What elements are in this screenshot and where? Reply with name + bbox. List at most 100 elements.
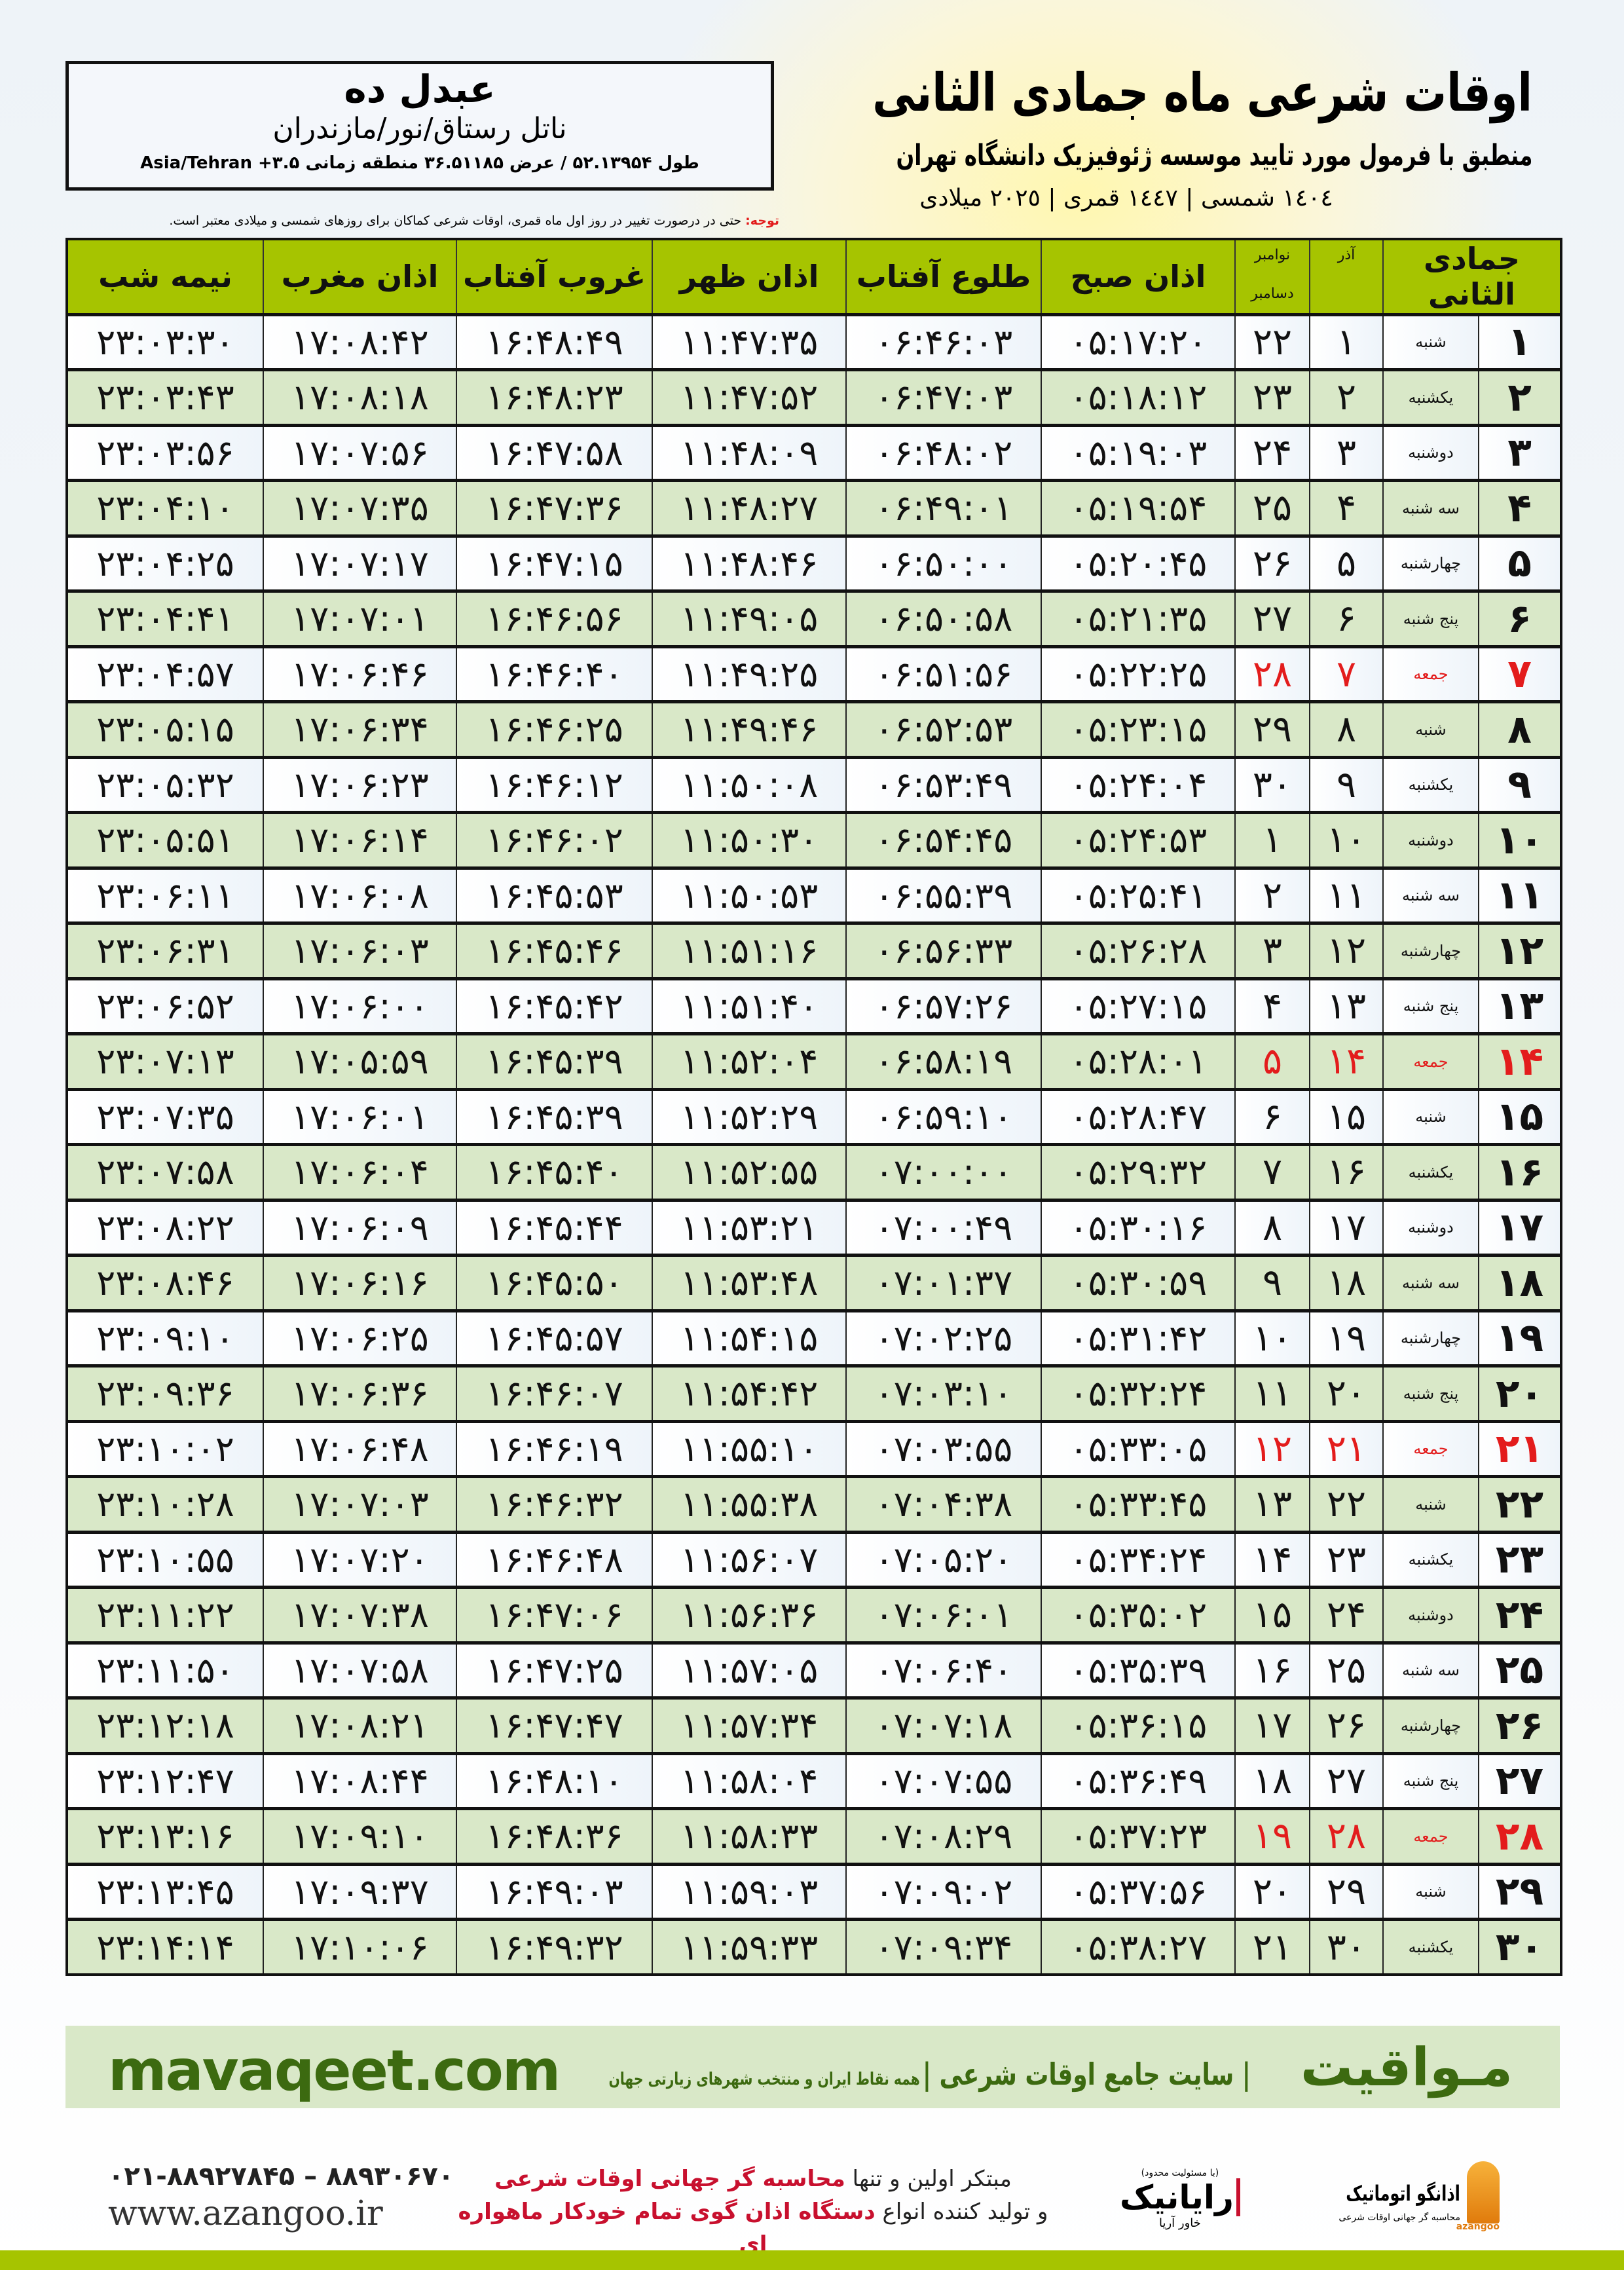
maghrib-time: ۱۷:۰۶:۲۳ xyxy=(263,755,457,813)
dhuhr-time: ۱۱:۵۴:۴۲ xyxy=(652,1364,847,1422)
midnight-time: ۲۳:۰۷:۱۳ xyxy=(66,1032,264,1090)
maghrib-time: ۱۷:۰۶:۳۶ xyxy=(263,1364,457,1422)
gregorian-day: ۱۹ xyxy=(1234,1807,1310,1865)
midnight-time: ۲۳:۱۳:۴۵ xyxy=(66,1862,264,1920)
sunset-time: ۱۶:۴۹:۳۲ xyxy=(456,1918,653,1975)
day-number: ۷ xyxy=(1478,644,1562,703)
sunset-time: ۱۶:۴۵:۵۳ xyxy=(456,866,653,924)
table-row: ۲ یکشنبه ۲ ۲۳ ۰۵:۱۸:۱۲ ۰۶:۴۷:۰۳ ۱۱:۴۷:۵۲ ۱۶:۴۸:… xyxy=(66,368,1562,426)
sunrise-time: ۰۷:۰۹:۳۴ xyxy=(845,1918,1042,1975)
table-row: ۱۱ سه شنبه ۱۱ ۲ ۰۵:۲۵:۴۱ ۰۶:۵۵:۳۹ ۱۱:۵۰:۵۳ ۱۶:۴… xyxy=(66,866,1562,924)
midnight-time: ۲۳:۰۵:۱۵ xyxy=(66,700,264,758)
dhuhr-time: ۱۱:۵۰:۳۰ xyxy=(652,811,847,868)
azar-day: ۱۵ xyxy=(1309,1087,1384,1145)
gregorian-day: ۳۰ xyxy=(1234,755,1310,813)
table-row: ۲۹ شنبه ۲۹ ۲۰ ۰۵:۳۷:۵۶ ۰۷:۰۹:۰۲ ۱۱:۵۹:۰۳ ۱۶:۴۹:… xyxy=(66,1862,1562,1920)
gregorian-day: ۵ xyxy=(1234,1032,1310,1090)
weekday: جمعه xyxy=(1382,1032,1480,1090)
fajr-time: ۰۵:۲۱:۳۵ xyxy=(1041,589,1236,647)
weekday: دوشنبه xyxy=(1382,811,1480,868)
minaret-icon xyxy=(1467,2161,1500,2223)
sunset-time: ۱۶:۴۶:۴۸ xyxy=(456,1530,653,1588)
weekday: پنج شنبه xyxy=(1382,589,1480,647)
day-number: ۲۱ xyxy=(1478,1419,1562,1478)
azar-day: ۲۸ xyxy=(1309,1807,1384,1865)
gregorian-day: ۲۴ xyxy=(1234,423,1310,481)
fajr-time: ۰۵:۱۸:۱۲ xyxy=(1041,368,1236,426)
day-number: ۱۸ xyxy=(1478,1254,1562,1311)
maghrib-time: ۱۷:۰۶:۰۸ xyxy=(263,866,457,924)
maghrib-time: ۱۷:۰۶:۰۹ xyxy=(263,1198,457,1256)
fajr-time: ۰۵:۲۰:۴۵ xyxy=(1041,534,1236,592)
day-number: ۱۴ xyxy=(1478,1032,1562,1090)
day-number: ۶ xyxy=(1478,589,1562,647)
weekday: سه شنبه xyxy=(1382,866,1480,924)
azangoo-website[interactable]: www.azangoo.ir xyxy=(108,2194,383,2233)
weekday: پنج شنبه xyxy=(1382,1751,1480,1810)
day-number: ۱۲ xyxy=(1478,921,1562,979)
day-number: ۲۶ xyxy=(1478,1696,1562,1754)
table-row: ۱۲ چهارشنبه ۱۲ ۳ ۰۵:۲۶:۲۸ ۰۶:۵۶:۳۳ ۱۱:۵۱:۱۶ ۱۶:… xyxy=(66,921,1562,979)
note-text: حتی در درصورت تغییر در روز اول ماه قمری،… xyxy=(169,214,746,228)
sunrise-time: ۰۶:۵۷:۲۶ xyxy=(845,977,1042,1035)
day-number: ۳ xyxy=(1478,423,1562,481)
azangoo-latin: azangoo xyxy=(1456,2222,1500,2232)
dhuhr-time: ۱۱:۵۵:۳۸ xyxy=(652,1475,847,1533)
weekday: شنبه xyxy=(1382,312,1480,371)
dhuhr-time: ۱۱:۵۰:۰۸ xyxy=(652,755,847,813)
promo-line1-b: محاسبه گر جهانی اوقات شرعی xyxy=(494,2166,845,2192)
sunset-time: ۱۶:۴۷:۳۶ xyxy=(456,479,653,536)
day-number: ۹ xyxy=(1478,755,1562,813)
dhuhr-time: ۱۱:۵۹:۳۳ xyxy=(652,1918,847,1975)
azar-day: ۲۰ xyxy=(1309,1364,1384,1422)
table-row: ۱۰ دوشنبه ۱۰ ۱ ۰۵:۲۴:۵۳ ۰۶:۵۴:۴۵ ۱۱:۵۰:۳۰ ۱۶:۴۶… xyxy=(66,811,1562,868)
maghrib-time: ۱۷:۰۷:۵۶ xyxy=(263,423,457,481)
gregorian-day: ۲ xyxy=(1234,866,1310,924)
table-row: ۵ چهارشنبه ۵ ۲۶ ۰۵:۲۰:۴۵ ۰۶:۵۰:۰۰ ۱۱:۴۸:۴۶ ۱۶:۴… xyxy=(66,534,1562,592)
dhuhr-time: ۱۱:۵۷:۳۴ xyxy=(652,1696,847,1754)
azar-day: ۱۷ xyxy=(1309,1198,1384,1256)
dhuhr-time: ۱۱:۴۹:۲۵ xyxy=(652,644,847,703)
maghrib-time: ۱۷:۰۹:۱۰ xyxy=(263,1807,457,1865)
dhuhr-time: ۱۱:۴۷:۳۵ xyxy=(652,312,847,371)
midnight-time: ۲۳:۰۹:۳۶ xyxy=(66,1364,264,1422)
maghrib-time: ۱۷:۰۷:۰۱ xyxy=(263,589,457,647)
gregorian-day: ۱۰ xyxy=(1234,1309,1310,1367)
col-tolu: طلوع آفتاب xyxy=(845,239,1041,314)
sunrise-time: ۰۷:۰۶:۰۱ xyxy=(845,1586,1042,1643)
dhuhr-time: ۱۱:۵۱:۴۰ xyxy=(652,977,847,1035)
maghrib-time: ۱۷:۰۸:۱۸ xyxy=(263,368,457,426)
fajr-time: ۰۵:۲۹:۳۲ xyxy=(1041,1143,1236,1200)
dhuhr-time: ۱۱:۵۶:۰۷ xyxy=(652,1530,847,1588)
azar-day: ۲۵ xyxy=(1309,1641,1384,1699)
sunset-time: ۱۶:۴۸:۴۹ xyxy=(456,312,653,371)
day-number: ۵ xyxy=(1478,534,1562,592)
location-name: عبدل ده xyxy=(344,67,496,111)
gregorian-day: ۲۶ xyxy=(1234,534,1310,592)
maghrib-time: ۱۷:۰۷:۲۰ xyxy=(263,1530,457,1588)
sunset-time: ۱۶:۴۵:۴۰ xyxy=(456,1143,653,1200)
mavaqeet-url[interactable]: mavaqeet.com xyxy=(108,2038,561,2104)
day-number: ۴ xyxy=(1478,479,1562,536)
sunrise-time: ۰۷:۰۳:۵۵ xyxy=(845,1419,1042,1478)
table-row: ۱۴ جمعه ۱۴ ۵ ۰۵:۲۸:۰۱ ۰۶:۵۸:۱۹ ۱۱:۵۲:۰۴ ۱۶:۴۵:۳… xyxy=(66,1032,1562,1090)
azar-day: ۸ xyxy=(1309,700,1384,758)
weekday: جمعه xyxy=(1382,1419,1480,1478)
table-row: ۴ سه شنبه ۴ ۲۵ ۰۵:۱۹:۵۴ ۰۶:۴۹:۰۱ ۱۱:۴۸:۲۷ ۱۶:۴۷… xyxy=(66,479,1562,536)
dhuhr-time: ۱۱:۵۲:۰۴ xyxy=(652,1032,847,1090)
midnight-time: ۲۳:۱۲:۱۸ xyxy=(66,1696,264,1754)
rayanik-logo: (با مسئولیت محدود) رایانیک خاور آریا xyxy=(1120,2168,1240,2230)
mavaqeet-banner xyxy=(65,2026,1560,2108)
midnight-time: ۲۳:۰۴:۴۱ xyxy=(66,589,264,647)
day-number: ۸ xyxy=(1478,700,1562,758)
dhuhr-time: ۱۱:۴۸:۲۷ xyxy=(652,479,847,536)
sunset-time: ۱۶:۴۵:۵۷ xyxy=(456,1309,653,1367)
midnight-time: ۲۳:۱۱:۲۲ xyxy=(66,1586,264,1643)
weekday: دوشنبه xyxy=(1382,423,1480,481)
azar-day: ۱۱ xyxy=(1309,866,1384,924)
dhuhr-time: ۱۱:۵۹:۰۳ xyxy=(652,1862,847,1920)
table-row: ۸ شنبه ۸ ۲۹ ۰۵:۲۳:۱۵ ۰۶:۵۲:۵۳ ۱۱:۴۹:۴۶ ۱۶:۴۶:۲۵… xyxy=(66,700,1562,758)
midnight-time: ۲۳:۰۸:۴۶ xyxy=(66,1254,264,1311)
azar-day: ۴ xyxy=(1309,479,1384,536)
maghrib-time: ۱۷:۰۸:۲۱ xyxy=(263,1696,457,1754)
